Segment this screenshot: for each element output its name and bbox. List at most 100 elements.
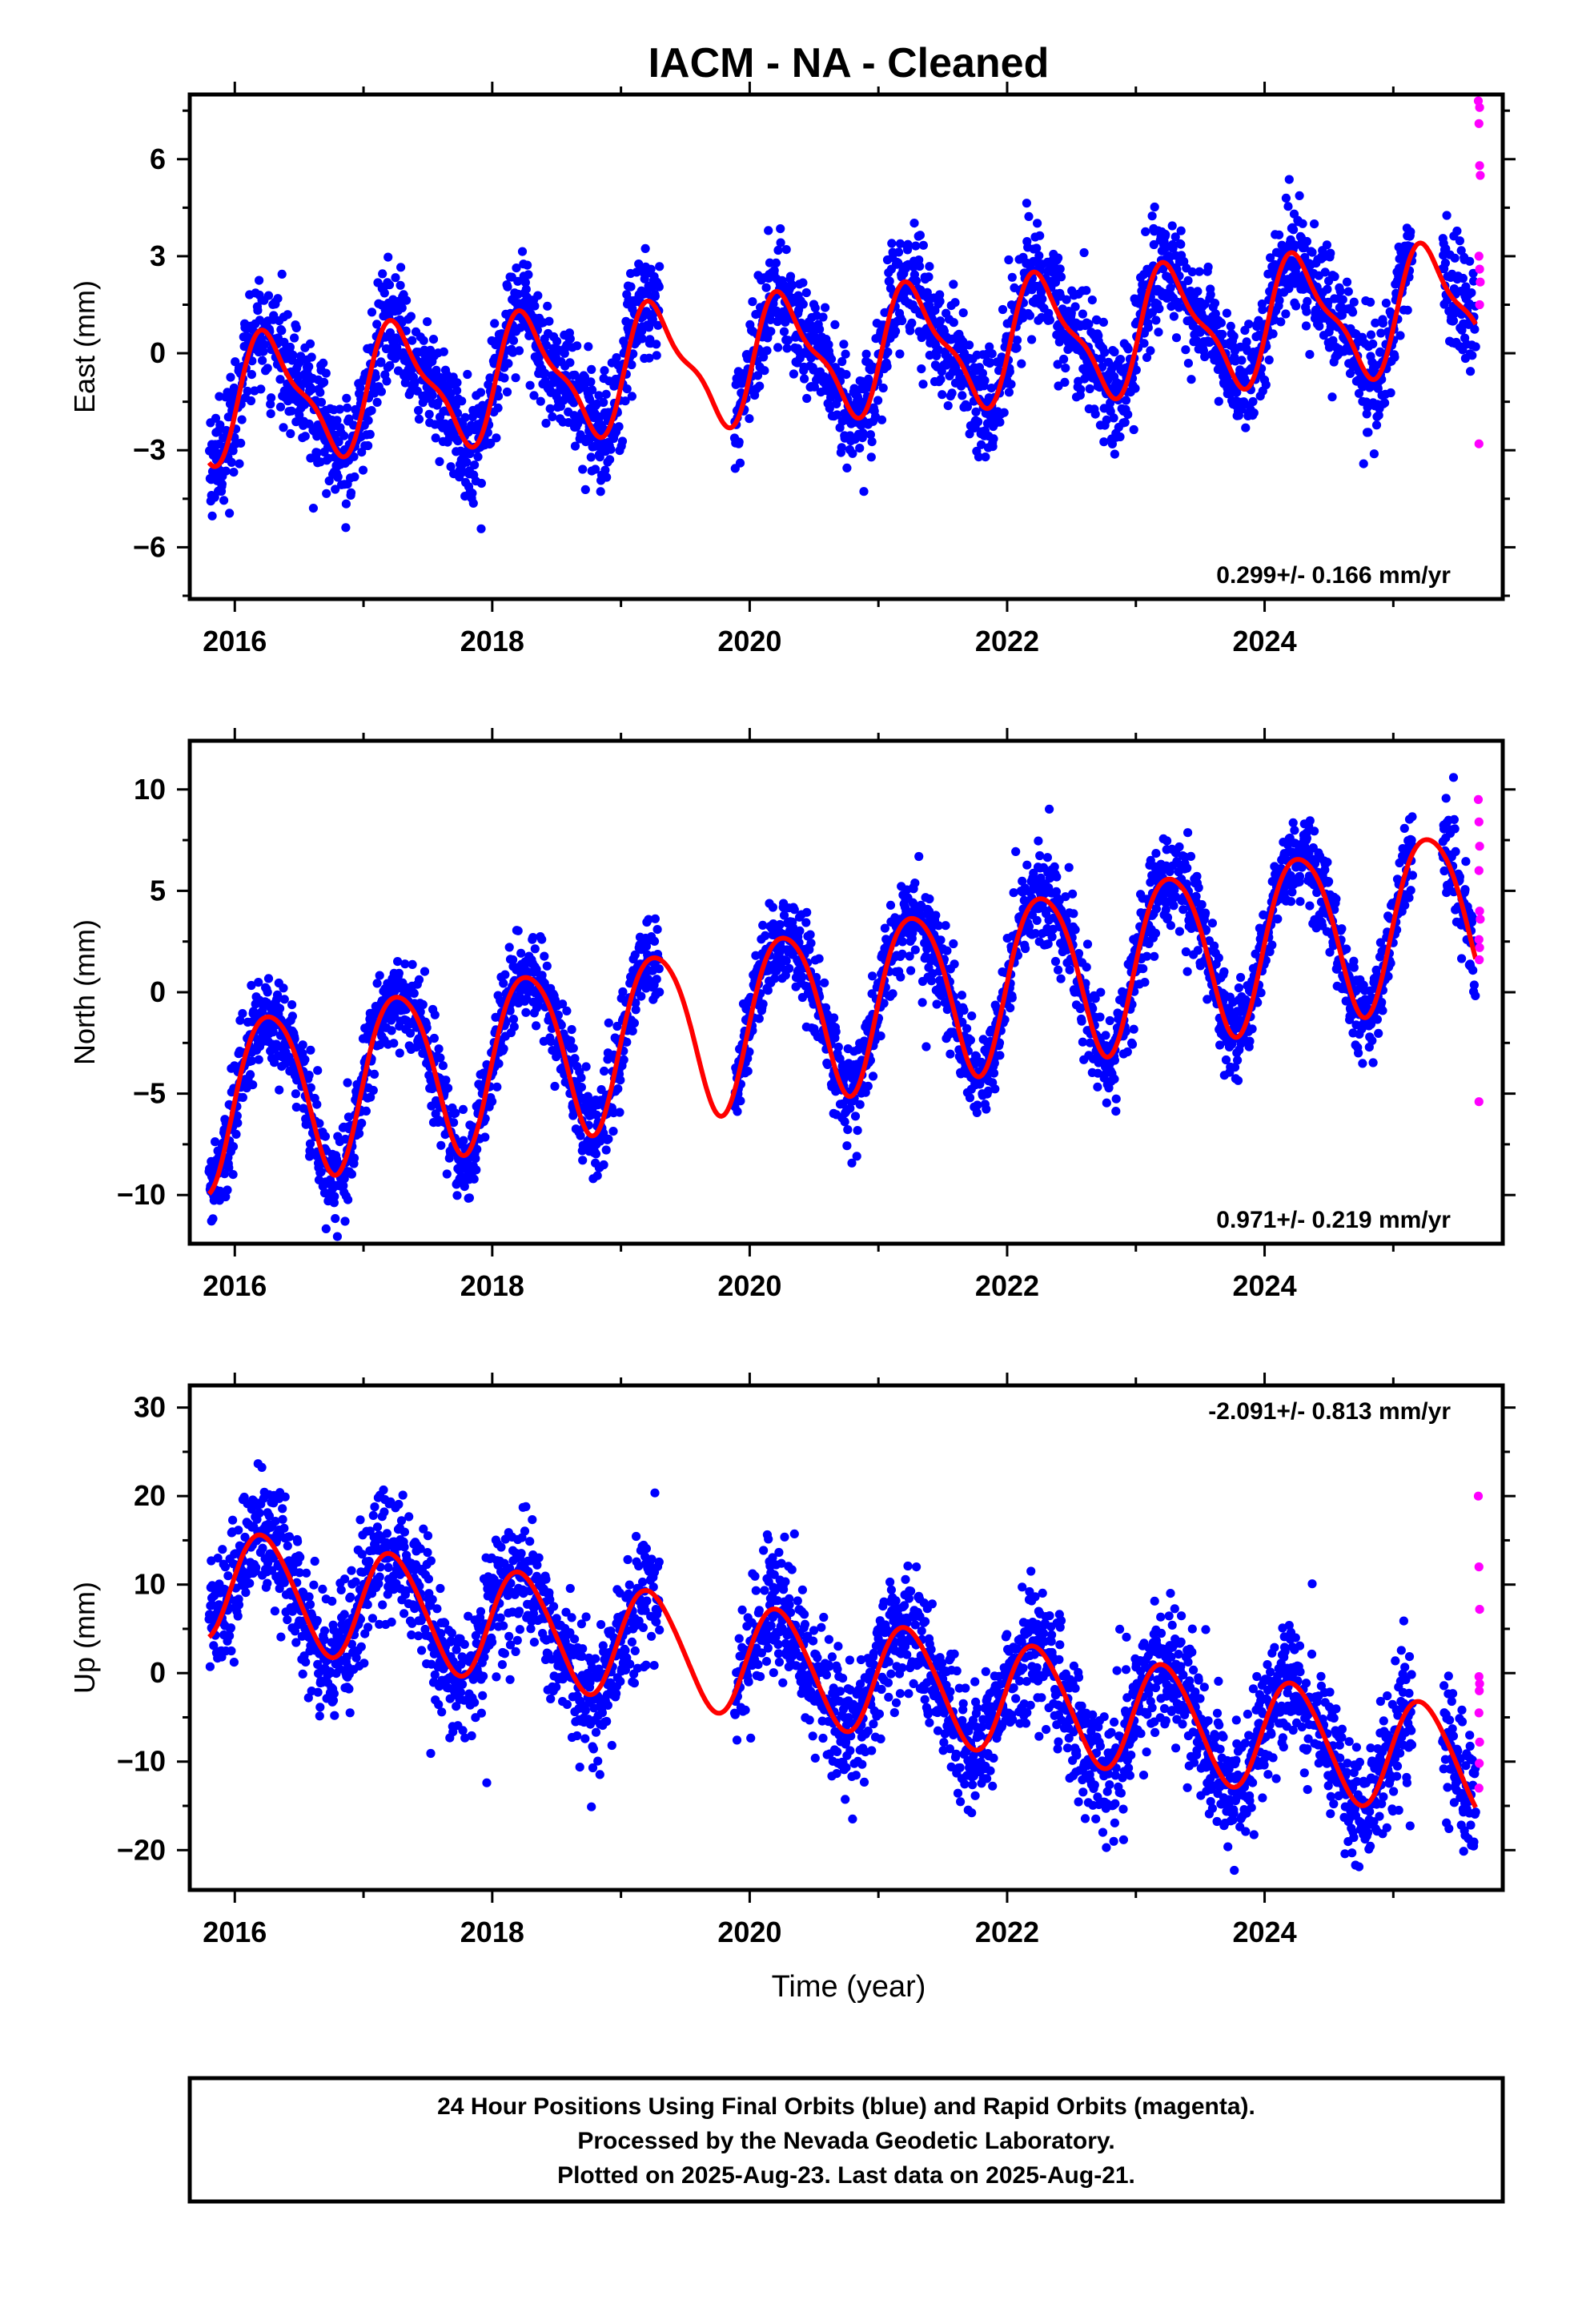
final-orbit-point <box>873 396 883 405</box>
final-orbit-point <box>578 1156 588 1165</box>
final-orbit-point <box>1032 915 1042 925</box>
final-orbit-point <box>981 452 990 462</box>
final-orbit-point <box>921 1042 931 1051</box>
final-orbit-point <box>1035 850 1045 861</box>
final-orbit-point <box>436 1140 446 1150</box>
final-orbit-point <box>1218 329 1227 340</box>
final-orbit-point <box>1069 909 1078 919</box>
final-orbit-point <box>596 487 605 497</box>
final-orbit-point <box>1303 296 1312 306</box>
final-orbit-point <box>305 339 315 348</box>
final-orbit-point <box>1092 316 1102 325</box>
final-orbit-point <box>305 1139 315 1148</box>
final-orbit-point <box>1376 328 1386 338</box>
final-orbit-point <box>935 316 946 326</box>
final-orbit-point <box>883 348 893 357</box>
final-orbit-point <box>958 391 967 400</box>
final-orbit-point <box>272 990 283 999</box>
final-orbit-point <box>1261 380 1271 390</box>
y-tick-label: 0 <box>150 336 166 369</box>
final-orbit-point <box>1466 367 1476 376</box>
final-orbit-point <box>620 396 630 406</box>
final-orbit-point <box>1082 286 1091 296</box>
final-orbit-point <box>525 380 535 390</box>
final-orbit-point <box>1284 283 1294 293</box>
final-orbit-point <box>636 991 646 1001</box>
final-orbit-point <box>748 297 757 307</box>
final-orbit-point <box>864 374 873 384</box>
final-orbit-point <box>599 1160 608 1170</box>
final-orbit-point <box>1055 264 1065 274</box>
final-orbit-point <box>736 1096 745 1106</box>
final-orbit-point <box>773 245 783 255</box>
final-orbit-point <box>754 1014 764 1023</box>
final-orbit-point <box>1115 432 1125 442</box>
final-orbit-point <box>247 370 256 380</box>
final-orbit-point <box>400 959 410 969</box>
final-orbit-point <box>810 303 820 313</box>
final-orbit-points <box>204 773 1480 1241</box>
final-orbit-point <box>936 991 946 1000</box>
final-orbit-point <box>268 1027 278 1037</box>
final-orbit-point <box>263 987 272 997</box>
final-orbit-point <box>878 383 888 393</box>
final-orbit-point <box>1205 337 1215 347</box>
final-orbit-point <box>1323 284 1332 294</box>
final-orbit-point <box>228 1170 238 1180</box>
final-orbit-point <box>1115 355 1126 364</box>
final-orbit-point <box>1328 336 1338 345</box>
final-orbit-point <box>758 999 768 1009</box>
final-orbit-point <box>375 971 384 980</box>
final-orbit-point <box>397 303 407 313</box>
final-orbit-point <box>652 351 661 360</box>
final-orbit-point <box>932 999 942 1009</box>
final-orbit-point <box>1034 251 1044 260</box>
final-orbit-point <box>473 452 483 462</box>
final-orbit-point <box>550 1081 560 1092</box>
final-orbit-point <box>946 1049 955 1059</box>
final-orbit-point <box>1070 925 1080 935</box>
final-orbit-point <box>332 416 342 425</box>
final-orbit-point <box>1266 253 1275 263</box>
final-orbit-point <box>290 333 299 343</box>
final-orbit-point <box>1009 888 1018 898</box>
final-orbit-point <box>587 364 596 374</box>
final-orbit-point <box>372 320 382 329</box>
final-orbit-point <box>820 978 829 987</box>
final-orbit-point <box>516 948 526 958</box>
final-orbit-point <box>405 1028 416 1038</box>
final-orbit-point <box>350 472 359 482</box>
final-orbit-point <box>1381 298 1391 308</box>
final-orbit-point <box>760 366 769 376</box>
figure-title: IACM - NA - Cleaned <box>648 40 1050 86</box>
final-orbit-point <box>761 283 771 292</box>
final-orbit-point <box>758 920 768 930</box>
final-orbit-point <box>798 278 808 287</box>
final-orbit-point <box>830 320 840 329</box>
final-orbit-point <box>320 1132 330 1141</box>
final-orbit-point <box>418 999 428 1010</box>
final-orbit-point <box>1054 253 1063 263</box>
final-orbit-point <box>1056 272 1066 282</box>
final-orbit-point <box>897 937 907 947</box>
final-orbit-point <box>569 398 579 408</box>
final-orbit-point <box>879 999 889 1008</box>
final-orbit-point <box>785 963 794 973</box>
final-orbit-point <box>389 1039 399 1048</box>
final-orbit-point <box>449 1118 459 1128</box>
final-orbit-point <box>468 412 478 422</box>
rapid-orbit-point <box>1476 171 1485 180</box>
x-tick-label: 2016 <box>203 625 267 657</box>
final-orbit-point <box>605 455 615 464</box>
final-orbit-point <box>1302 236 1311 247</box>
final-orbit-point <box>402 296 412 305</box>
final-orbit-point <box>905 951 914 961</box>
final-orbit-point <box>1167 221 1177 231</box>
final-orbit-point <box>457 396 467 406</box>
final-orbit-point <box>1130 384 1140 393</box>
final-orbit-point <box>781 245 791 255</box>
final-orbit-point <box>910 945 920 955</box>
final-orbit-point <box>918 240 928 250</box>
final-orbit-point <box>627 392 637 401</box>
